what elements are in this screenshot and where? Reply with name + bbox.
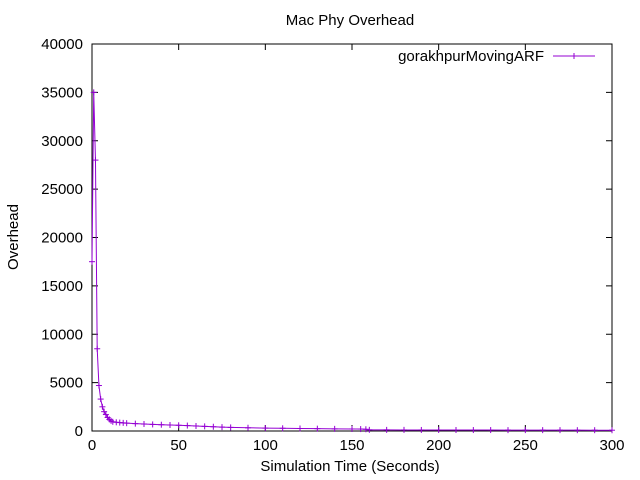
data-point [227, 424, 234, 431]
data-point [349, 425, 355, 432]
data-point [90, 89, 97, 96]
data-point [175, 422, 182, 429]
data-point [383, 426, 390, 433]
data-point [435, 426, 442, 433]
chart-title: Mac Phy Overhead [286, 12, 414, 29]
y-tick-label: 20000 [41, 230, 83, 247]
legend: gorakhpurMovingARF [398, 48, 595, 65]
data-point [487, 427, 494, 434]
data-point [97, 396, 104, 403]
data-point [123, 420, 130, 427]
data-point [557, 427, 563, 434]
data-point [99, 403, 106, 410]
data-point [362, 426, 369, 433]
y-tick-label: 5000 [50, 375, 83, 392]
data-point [201, 423, 208, 430]
data-point [92, 157, 99, 164]
legend-label: gorakhpurMovingARF [398, 48, 544, 65]
data-point [574, 427, 581, 434]
data-point [167, 422, 173, 429]
x-tick-label: 150 [339, 437, 364, 454]
data-point [453, 427, 459, 434]
x-tick-label: 100 [253, 437, 278, 454]
data-point [505, 427, 511, 434]
x-tick-label: 0 [88, 437, 96, 454]
x-tick-label: 50 [170, 437, 187, 454]
x-axis-label: Simulation Time (Seconds) [260, 458, 439, 475]
series-line [91, 92, 613, 431]
data-point [184, 422, 191, 429]
data-point [132, 420, 139, 427]
legend-marker [571, 53, 577, 59]
data-point [89, 258, 95, 265]
data-point [401, 426, 407, 433]
y-tick-label: 35000 [41, 84, 83, 101]
axis-ticks: 0 50 100 150 200 250 300 0 5000 10000 15000 20000 25… [41, 36, 624, 454]
y-axis-label: Overhead [5, 204, 22, 270]
x-tick-label: 200 [426, 437, 451, 454]
y-tick-label: 0 [75, 423, 83, 440]
data-point [193, 422, 199, 429]
data-point [522, 427, 529, 434]
x-tick-label: 300 [599, 437, 624, 454]
data-point [245, 424, 251, 431]
data-point [149, 421, 156, 428]
data-point [470, 427, 477, 434]
data-point [539, 427, 546, 434]
y-tick-label: 25000 [41, 181, 83, 198]
data-point [314, 425, 321, 432]
data-point [141, 421, 147, 428]
x-tick-label: 250 [513, 437, 538, 454]
data-point [219, 424, 225, 431]
data-point [591, 427, 598, 434]
plot-frame [91, 43, 613, 432]
y-tick-label: 40000 [41, 36, 83, 53]
data-point [357, 426, 364, 433]
data-point [297, 425, 303, 432]
data-point [210, 423, 217, 430]
data-point [94, 345, 101, 352]
data-point [418, 426, 425, 433]
series-layer [89, 89, 615, 434]
data-point [95, 382, 102, 389]
data-point [366, 426, 373, 433]
data-point [331, 425, 338, 432]
y-tick-label: 15000 [41, 278, 83, 295]
data-point [279, 425, 286, 432]
y-tick-label: 30000 [41, 133, 83, 150]
y-tick-label: 10000 [41, 326, 83, 343]
data-point [158, 421, 165, 428]
data-point [262, 425, 269, 432]
data-point [609, 427, 615, 434]
